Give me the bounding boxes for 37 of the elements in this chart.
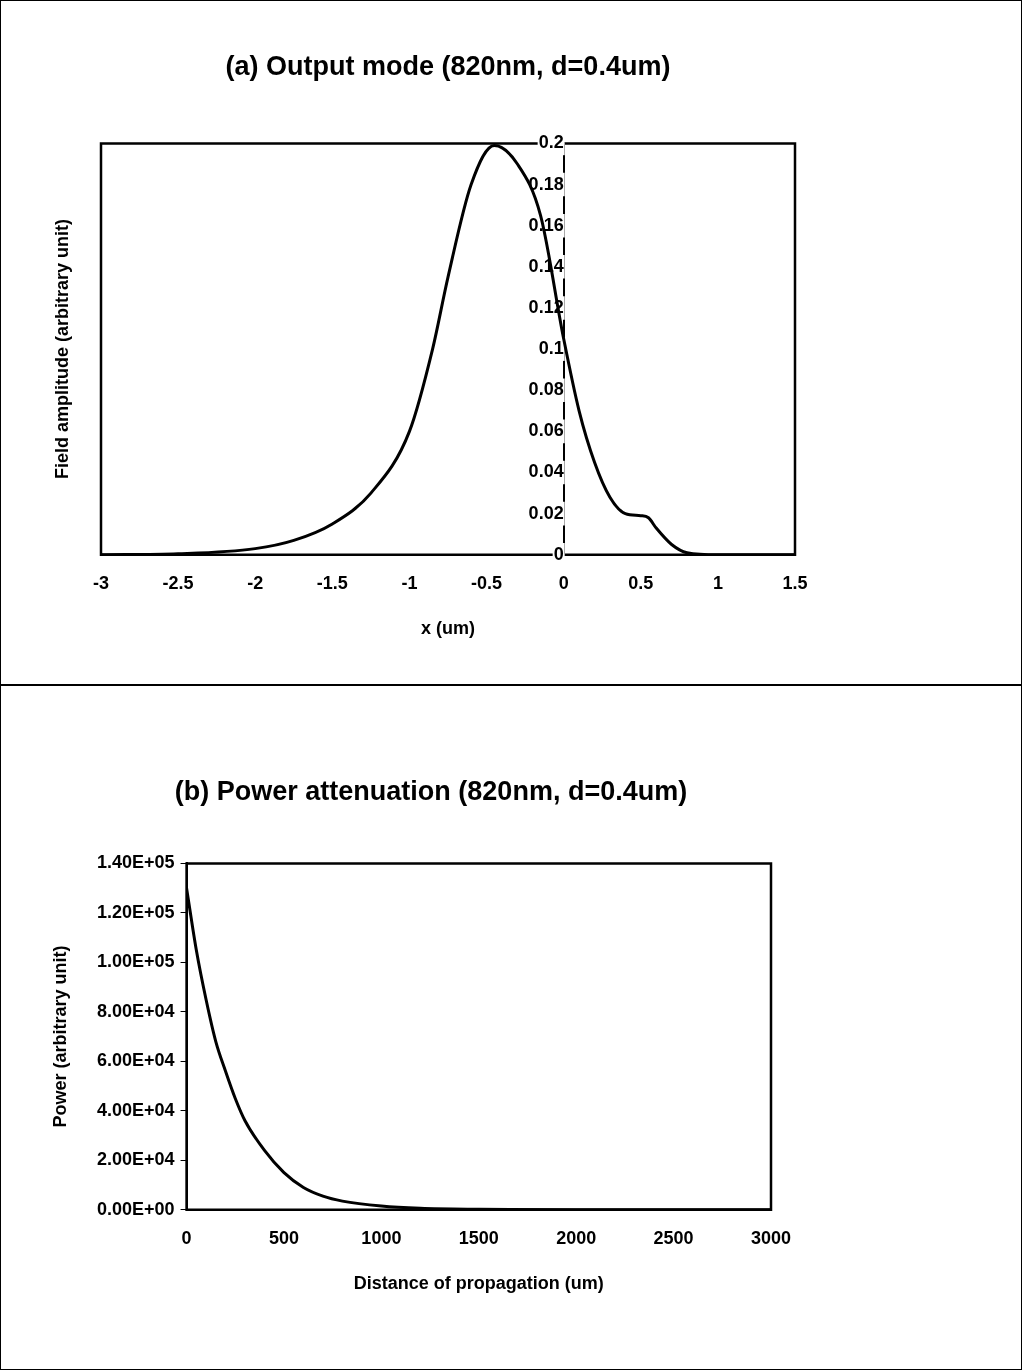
y-tick-label: 1.00E+05	[96, 951, 175, 972]
x-tick-label: 2500	[653, 1227, 694, 1248]
x-tick-label: -1	[401, 572, 418, 593]
y-tick-label: 0	[553, 543, 564, 564]
x-tick-label: 3000	[750, 1227, 792, 1248]
y-tick-label: 2.00E+04	[96, 1149, 175, 1170]
y-tick-label: 8.00E+04	[96, 1000, 175, 1021]
y-tick-label: 0.04	[528, 461, 564, 482]
y-tick-label: 0.00E+00	[96, 1198, 175, 1219]
y-tick-label: 1.40E+05	[96, 852, 175, 873]
x-tick-label: 500	[268, 1227, 299, 1248]
x-axis-title: Distance of propagation (um)	[353, 1273, 604, 1294]
x-tick-label: 0.5	[628, 572, 654, 593]
x-tick-label: -3	[92, 572, 110, 593]
x-tick-label: -2.5	[162, 572, 194, 593]
y-tick-label: 0.02	[528, 502, 564, 523]
x-tick-label: 2000	[556, 1227, 597, 1248]
x-tick-label: -1.5	[316, 572, 348, 593]
x-axis-title: x (um)	[421, 618, 476, 639]
y-tick-label: 4.00E+04	[96, 1099, 175, 1120]
chart-title: (a) Output mode (820nm, d=0.4um)	[225, 50, 671, 81]
y-axis-title: Power (arbitrary unit)	[49, 945, 70, 1128]
x-tick-label: -2	[247, 572, 264, 593]
x-tick-label: 1	[712, 572, 723, 593]
y-tick-label: 1.20E+05	[96, 901, 175, 922]
y-tick-label: 0.2	[538, 132, 564, 153]
x-tick-label: 1.5	[782, 572, 808, 593]
x-tick-label: 1000	[361, 1227, 402, 1248]
y-tick-label: 0.06	[528, 420, 564, 441]
x-tick-label: -0.5	[471, 572, 503, 593]
y-tick-label: 0.1	[538, 338, 564, 359]
y-tick-label: 6.00E+04	[96, 1050, 175, 1071]
chart-title: (b) Power attenuation (820nm, d=0.4um)	[174, 775, 688, 806]
y-tick-label: 0.08	[528, 379, 564, 400]
x-tick-label: 0	[181, 1227, 192, 1248]
y-axis-title: Field amplitude (arbitrary unit)	[51, 219, 72, 480]
x-tick-label: 1500	[458, 1227, 499, 1248]
